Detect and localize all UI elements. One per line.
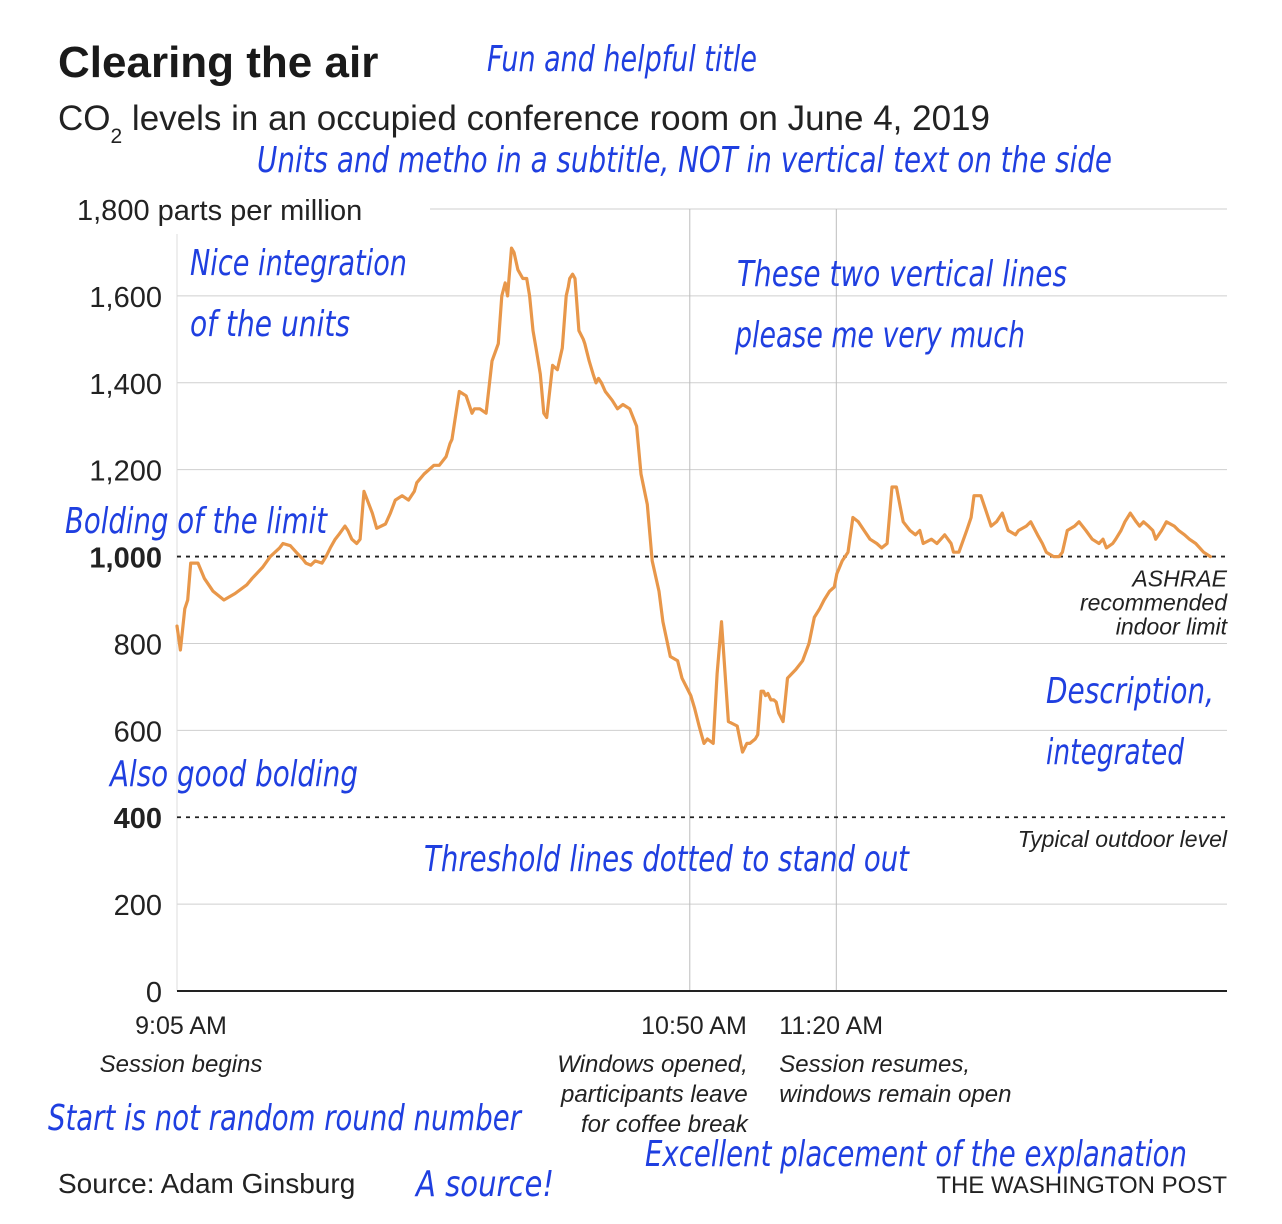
event-lines <box>176 209 837 991</box>
handwritten-note: These two vertical lines <box>737 254 1067 295</box>
x-tick-label: 10:50 AM <box>641 1012 747 1040</box>
source-text: Source: Adam Ginsburg <box>58 1168 355 1199</box>
x-tick-label: 9:05 AM <box>135 1012 227 1040</box>
x-event-note: for coffee break <box>581 1111 750 1138</box>
handwritten-note: Nice integration <box>190 243 407 284</box>
handwritten-note: of the units <box>190 304 350 345</box>
handwritten-note: Fun and helpful title <box>487 39 757 80</box>
y-tick-label: 1,200 <box>89 456 162 488</box>
y-axis-labels: 1,800 parts per million 1,600 1,400 1,200 1,… <box>77 195 362 1009</box>
handwritten-note: Start is not random round number <box>48 1098 523 1139</box>
subtitle-rest: levels in an occupied conference room on… <box>122 99 990 138</box>
y-tick-label: 0 <box>146 977 162 1009</box>
handwritten-note: Description, <box>1046 671 1214 712</box>
x-event-note: Session resumes, <box>779 1051 970 1078</box>
handwritten-note: A source! <box>414 1164 554 1205</box>
gridlines <box>177 208 1227 905</box>
series <box>175 246 1213 754</box>
y-tick-label: 200 <box>114 890 162 922</box>
threshold-label: indoor limit <box>1116 614 1229 640</box>
threshold-label: ASHRAE <box>1130 566 1227 592</box>
handwritten-note: Units and metho in a subtitle, NOT in ve… <box>257 140 1112 181</box>
x-axis-labels: 9:05 AM Session begins 10:50 AM Windows ope… <box>100 1012 1012 1138</box>
handwritten-note: Excellent placement of the explanation <box>645 1134 1187 1175</box>
handwritten-note: please me very much <box>734 315 1025 356</box>
co2-series-line <box>175 246 1213 754</box>
y-tick-label: 400 <box>114 803 162 835</box>
x-tick-label: 11:20 AM <box>779 1012 883 1040</box>
handwritten-note: integrated <box>1046 732 1185 773</box>
chart-title: Clearing the air <box>58 38 378 87</box>
x-event-note: Windows opened, <box>557 1051 748 1078</box>
subtitle-co: CO <box>58 99 111 138</box>
y-tick-label: 800 <box>114 629 162 661</box>
y-tick-label: 1,600 <box>89 282 162 314</box>
threshold-label: recommended <box>1080 590 1228 616</box>
x-event-note: participants leave <box>560 1081 748 1108</box>
y-tick-label: 1,800 parts per million <box>77 195 362 227</box>
x-event-note: windows remain open <box>779 1081 1011 1108</box>
subtitle-subscript: 2 <box>111 125 123 148</box>
handwritten-note: Also good bolding <box>108 754 358 795</box>
chart-subtitle: CO2 levels in an occupied conference roo… <box>58 99 990 148</box>
handwritten-note: Threshold lines dotted to stand out <box>424 839 910 880</box>
handwritten-note: Bolding of the limit <box>65 501 328 542</box>
y-tick-label: 1,400 <box>89 369 162 401</box>
handwritten-annotations: Fun and helpful title Units and metho in … <box>48 39 1214 1205</box>
y-tick-label: 1,000 <box>89 543 162 575</box>
x-event-note: Session begins <box>100 1051 263 1078</box>
threshold-label: Typical outdoor level <box>1018 826 1228 852</box>
publisher-text: THE WASHINGTON POST <box>936 1172 1227 1199</box>
y-tick-label: 600 <box>114 716 162 748</box>
